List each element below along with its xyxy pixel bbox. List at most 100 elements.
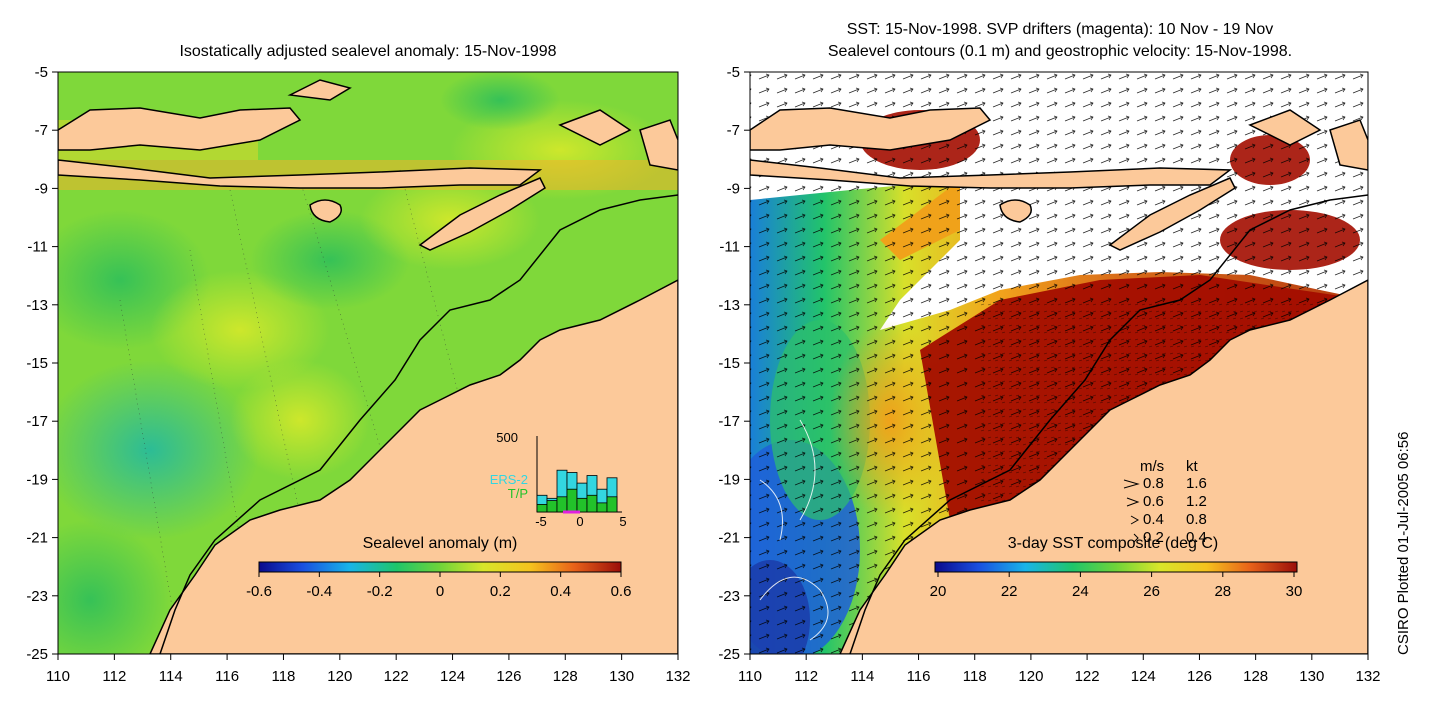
colorbar-tick-label: 28 <box>1214 583 1231 600</box>
right-y-tick-label: -19 <box>718 471 740 488</box>
left-y-tick-label: -17 <box>26 413 48 430</box>
colorbar-tick-label: 30 <box>1286 583 1303 600</box>
colorbar-tick-label: 20 <box>930 583 947 600</box>
inset-x-tick-2: 0 <box>576 514 583 529</box>
left-y-tick-label: -13 <box>26 297 48 314</box>
right-y-tick-label: -9 <box>727 180 740 197</box>
inset-bar-tp <box>556 496 568 513</box>
australia-land-left <box>149 279 678 654</box>
left-x-tick-label: 132 <box>665 668 690 685</box>
left-y-tick-label: -25 <box>26 646 48 663</box>
inset-bar-tp <box>546 500 558 513</box>
left-x-tick-label: 116 <box>215 668 239 685</box>
left-y-tick-label: -11 <box>27 239 48 256</box>
colorbar-tick-label: 22 <box>1001 583 1018 600</box>
velocity-key-kt: 1.6 <box>1186 475 1207 492</box>
left-y-tick-label: -23 <box>26 588 48 605</box>
left-x-tick-label: 114 <box>159 668 183 685</box>
colorbar-tick-label: 0.2 <box>490 583 511 600</box>
right-y-axis: -5 -7 -9 -11 -13 -15 -17 -19 -21 -23 -25 <box>718 64 750 663</box>
left-x-tick-label: 128 <box>553 668 578 685</box>
colorbar-tick-label: -0.4 <box>306 583 332 600</box>
sla-colorbar-label: Sealevel anomaly (m) <box>363 535 518 552</box>
right-x-tick-label: 130 <box>1299 668 1324 685</box>
colorbar-tick-label: 0 <box>436 583 444 600</box>
right-x-tick-label: 128 <box>1243 668 1268 685</box>
right-x-tick-label: 114 <box>850 668 874 685</box>
right-x-tick-label: 118 <box>963 668 987 685</box>
left-map-panel: Isostatically adjusted sealevel anomaly:… <box>26 43 691 685</box>
velocity-key-header-kt: kt <box>1186 458 1199 475</box>
colorbar-tick-label: 0.6 <box>611 583 632 600</box>
right-y-tick-label: -13 <box>718 297 740 314</box>
left-y-axis: -5 -7 -9 -11 -13 -15 -17 -19 -21 -23 -25 <box>26 64 58 663</box>
right-y-tick-label: -25 <box>718 646 740 663</box>
inset-x-tick-3: 5 <box>619 514 626 529</box>
right-x-tick-label: 122 <box>1075 668 1100 685</box>
velocity-key: m/s kt 0.8 1.60.6 1.20.4 0.80.2 0.4 <box>1123 458 1207 546</box>
right-x-axis: 110 112 114 116 118 120 122 124 126 128 130 132 <box>738 654 1381 685</box>
sla-field <box>58 72 678 654</box>
sst-colorbar: 3-day SST composite (deg C) 20 22 24 26 28 30 <box>930 535 1303 600</box>
colorbar-tick-label: 26 <box>1143 583 1160 600</box>
colorbar-tick-label: 0.4 <box>550 583 571 600</box>
velocity-key-ms: 0.6 <box>1143 493 1164 510</box>
inset-bar-tp <box>576 497 588 513</box>
velocity-key-arrow <box>1123 479 1140 489</box>
left-y-tick-label: -5 <box>35 64 48 81</box>
inset-histogram: 500 ERS-2 T/P -5 0 5 <box>490 430 627 529</box>
right-map-panel: SST: 15-Nov-1998. SVP drifters (magenta)… <box>718 21 1380 685</box>
velocity-key-ms: 0.8 <box>1143 475 1164 492</box>
velocity-key-arrow <box>1130 515 1140 525</box>
right-y-tick-label: -23 <box>718 588 740 605</box>
right-title-line2: Sealevel contours (0.1 m) and geostrophi… <box>828 43 1292 60</box>
left-y-tick-label: -15 <box>26 355 48 372</box>
sla-colorbar: Sealevel anomaly (m) -0.6 -0.4 -0.2 0 0.2 0.4… <box>246 535 631 600</box>
velocity-key-ms: 0.4 <box>1143 511 1164 528</box>
left-x-axis: 110 112 114 116 118 120 122 124 126 128 130 132 <box>46 654 691 685</box>
left-y-tick-label: -19 <box>26 471 48 488</box>
velocity-key-arrow <box>1133 533 1139 543</box>
velocity-key-ms: 0.2 <box>1143 529 1164 546</box>
left-x-tick-label: 124 <box>440 668 465 685</box>
sst-colorbar-label: 3-day SST composite (deg C) <box>1008 535 1218 552</box>
left-title: Isostatically adjusted sealevel anomaly:… <box>179 43 556 60</box>
right-x-tick-label: 120 <box>1018 668 1043 685</box>
inset-y-label: 500 <box>496 430 518 445</box>
right-y-tick-label: -17 <box>718 413 740 430</box>
left-x-tick-label: 122 <box>384 668 409 685</box>
left-x-tick-label: 126 <box>496 668 521 685</box>
right-x-tick-label: 116 <box>907 668 931 685</box>
sst-field <box>750 72 1368 654</box>
velocity-key-kt: 0.4 <box>1186 529 1207 546</box>
right-y-tick-label: -7 <box>727 122 740 139</box>
velocity-key-arrow <box>1126 497 1140 507</box>
left-y-tick-label: -7 <box>35 122 48 139</box>
inset-bar-tp <box>596 502 608 513</box>
australia-land-right <box>839 279 1368 654</box>
right-y-tick-label: -15 <box>718 355 740 372</box>
inset-bar-tp <box>606 496 618 513</box>
right-x-tick-label: 112 <box>794 668 818 685</box>
left-x-tick-label: 130 <box>609 668 634 685</box>
colorbar-tick-label: 24 <box>1072 583 1089 600</box>
inset-bar-tp <box>536 503 548 513</box>
velocity-key-kt: 1.2 <box>1186 493 1207 510</box>
right-x-tick-label: 110 <box>738 668 762 685</box>
right-x-tick-label: 126 <box>1187 668 1212 685</box>
inset-bar-tp <box>566 488 578 513</box>
left-x-tick-label: 110 <box>46 668 70 685</box>
right-title-line1: SST: 15-Nov-1998. SVP drifters (magenta)… <box>847 21 1274 38</box>
right-y-tick-label: -21 <box>718 530 740 547</box>
right-y-tick-label: -5 <box>727 64 740 81</box>
inset-x-tick-1: -5 <box>535 514 547 529</box>
left-x-tick-label: 118 <box>271 668 295 685</box>
left-x-tick-label: 112 <box>102 668 126 685</box>
inset-legend-ers2: ERS-2 <box>490 472 528 487</box>
right-y-tick-label: -11 <box>719 239 740 256</box>
colorbar-tick-label: -0.2 <box>367 583 393 600</box>
side-plotted-label: CSIRO Plotted 01-Jul-2005 06:56 <box>1395 432 1412 655</box>
left-x-tick-label: 120 <box>327 668 352 685</box>
left-y-tick-label: -9 <box>35 180 48 197</box>
right-x-tick-label: 132 <box>1355 668 1380 685</box>
